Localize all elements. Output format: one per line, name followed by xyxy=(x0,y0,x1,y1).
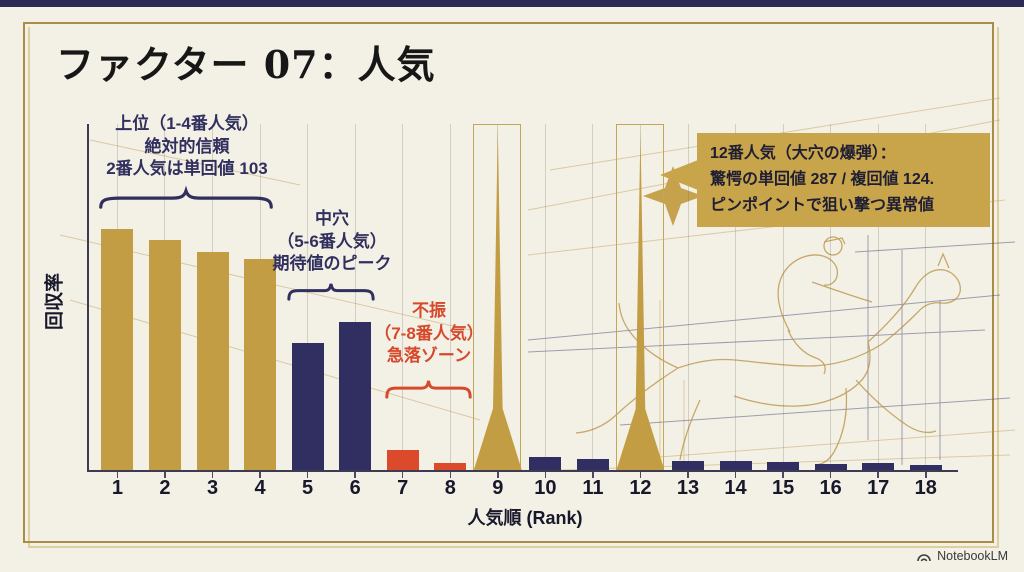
gridline-rank-5 xyxy=(307,124,309,470)
bar-rank-3 xyxy=(196,252,229,470)
bar-rank-10 xyxy=(529,457,562,470)
x-tick-rank-8 xyxy=(449,472,451,478)
x-tick-rank-18 xyxy=(925,472,927,478)
x-tick-label-rank-2: 2 xyxy=(159,477,171,499)
x-tick-rank-7 xyxy=(401,472,404,478)
decorative-gold-frame xyxy=(23,22,994,543)
x-tick-rank-12 xyxy=(639,472,642,478)
bar-rank-8 xyxy=(434,463,467,470)
bar-rank-11 xyxy=(576,459,609,470)
bar-rank-6 xyxy=(339,322,372,470)
bar-rank-17 xyxy=(862,463,895,470)
x-tick-label-rank-15: 15 xyxy=(771,477,795,499)
y-axis-label: 回収率 xyxy=(44,273,66,331)
callout-line: 12番人気（大穴の爆弾）： xyxy=(710,145,896,162)
x-tick-label-rank-6: 6 xyxy=(349,477,361,499)
gridline-rank-7 xyxy=(402,124,404,470)
y-axis-line xyxy=(87,124,89,472)
frame-shadow-line xyxy=(28,27,999,548)
x-tick-rank-11 xyxy=(592,472,594,478)
x-tick-rank-15 xyxy=(782,472,784,478)
x-axis-line xyxy=(87,470,958,472)
notebooklm-logo-icon xyxy=(917,553,931,561)
brace-ranks-7-8 xyxy=(386,380,471,398)
x-tick-label-rank-10: 10 xyxy=(534,477,557,499)
annotation-line: 上位（1-4番人気） xyxy=(115,114,259,133)
annotation-line: （5-6番人気） xyxy=(277,231,387,251)
x-tick-label-rank-8: 8 xyxy=(444,477,456,499)
callout-rank-12: 12番人気（大穴の爆弾）： 驚愕の単回値 287 / 複回値 124. ピンポイ… xyxy=(660,133,990,227)
annotation-top-favorites: 上位（1-4番人気） 絶対的信頼 2番人気は単回値 103 xyxy=(86,113,288,181)
page-title: ファクター 07：人気 xyxy=(56,42,436,87)
gridline-rank-8 xyxy=(449,124,451,470)
bar-rank-18 xyxy=(909,465,942,470)
bar-rank-2 xyxy=(148,240,181,470)
x-tick-label-rank-14: 14 xyxy=(724,477,747,499)
bar-rank-14 xyxy=(719,461,752,470)
x-tick-label-rank-5: 5 xyxy=(302,477,314,499)
x-tick-label-rank-4: 4 xyxy=(254,477,266,499)
callout-line: 驚愕の単回値 287 / 複回値 124. xyxy=(710,170,935,188)
brace-ranks-5-6 xyxy=(288,283,374,300)
x-tick-label-rank-12: 12 xyxy=(629,477,652,499)
bar-rank-7 xyxy=(386,450,419,470)
x-tick-rank-6 xyxy=(354,472,356,478)
annotation-line: （7-8番人気） xyxy=(374,323,484,343)
bar-rank-4 xyxy=(244,259,277,470)
annotation-line: 絶対的信頼 xyxy=(144,136,230,156)
x-tick-label-rank-18: 18 xyxy=(914,477,937,499)
x-tick-rank-17 xyxy=(877,472,879,478)
x-tick-label-rank-11: 11 xyxy=(582,477,604,499)
callout-tail-pointer xyxy=(660,160,698,190)
x-tick-label-rank-1: 1 xyxy=(111,477,123,499)
x-tick-rank-10 xyxy=(544,472,547,478)
x-tick-rank-2 xyxy=(164,472,166,478)
x-tick-label-rank-13: 13 xyxy=(676,477,700,499)
annotation-line: 急落ゾーン xyxy=(386,346,472,366)
x-axis-label: 人気順 (Rank) xyxy=(467,508,583,528)
x-tick-label-rank-3: 3 xyxy=(206,477,219,499)
x-tick-rank-13 xyxy=(687,472,689,478)
bar-rank-13 xyxy=(672,461,704,470)
notebooklm-label: NotebookLM xyxy=(937,549,1008,563)
annotation-slump-zone: 不振 （7-8番人気） 急落ゾーン xyxy=(344,300,514,368)
x-tick-rank-14 xyxy=(734,472,737,478)
annotation-mid-popularity: 中穴 （5-6番人気） 期待値のピーク xyxy=(246,208,418,276)
x-tick-label-rank-9: 9 xyxy=(492,477,504,499)
bar-rank-5 xyxy=(291,343,324,470)
annotation-line: 期待値のピーク xyxy=(272,254,392,274)
bar-rank-1 xyxy=(101,229,134,470)
x-tick-label-rank-7: 7 xyxy=(397,477,409,499)
x-tick-rank-3 xyxy=(211,472,214,478)
bar-rank-15 xyxy=(767,462,800,470)
annotation-line: 中穴 xyxy=(315,209,349,228)
notebooklm-attribution: NotebookLM xyxy=(916,549,1008,563)
brace-ranks-1-4 xyxy=(99,190,273,208)
gridline-rank-6 xyxy=(354,124,356,470)
annotation-line: 不振 xyxy=(412,301,446,320)
annotation-line: 2番人気は単回値 103 xyxy=(106,159,268,179)
callout-line: ピンポイントで狙い撃つ異常値 xyxy=(710,196,935,214)
x-tick-label-rank-16: 16 xyxy=(819,477,842,499)
gridline-rank-10 xyxy=(544,124,546,470)
gridline-rank-11 xyxy=(592,124,594,470)
bar-rank-16 xyxy=(814,464,847,470)
x-tick-rank-4 xyxy=(259,472,261,478)
top-accent-bar xyxy=(0,0,1024,7)
x-tick-rank-5 xyxy=(306,472,309,478)
x-tick-rank-1 xyxy=(116,472,119,478)
x-tick-rank-16 xyxy=(829,472,832,478)
x-tick-rank-9 xyxy=(497,472,499,478)
x-tick-label-rank-17: 17 xyxy=(867,477,890,499)
